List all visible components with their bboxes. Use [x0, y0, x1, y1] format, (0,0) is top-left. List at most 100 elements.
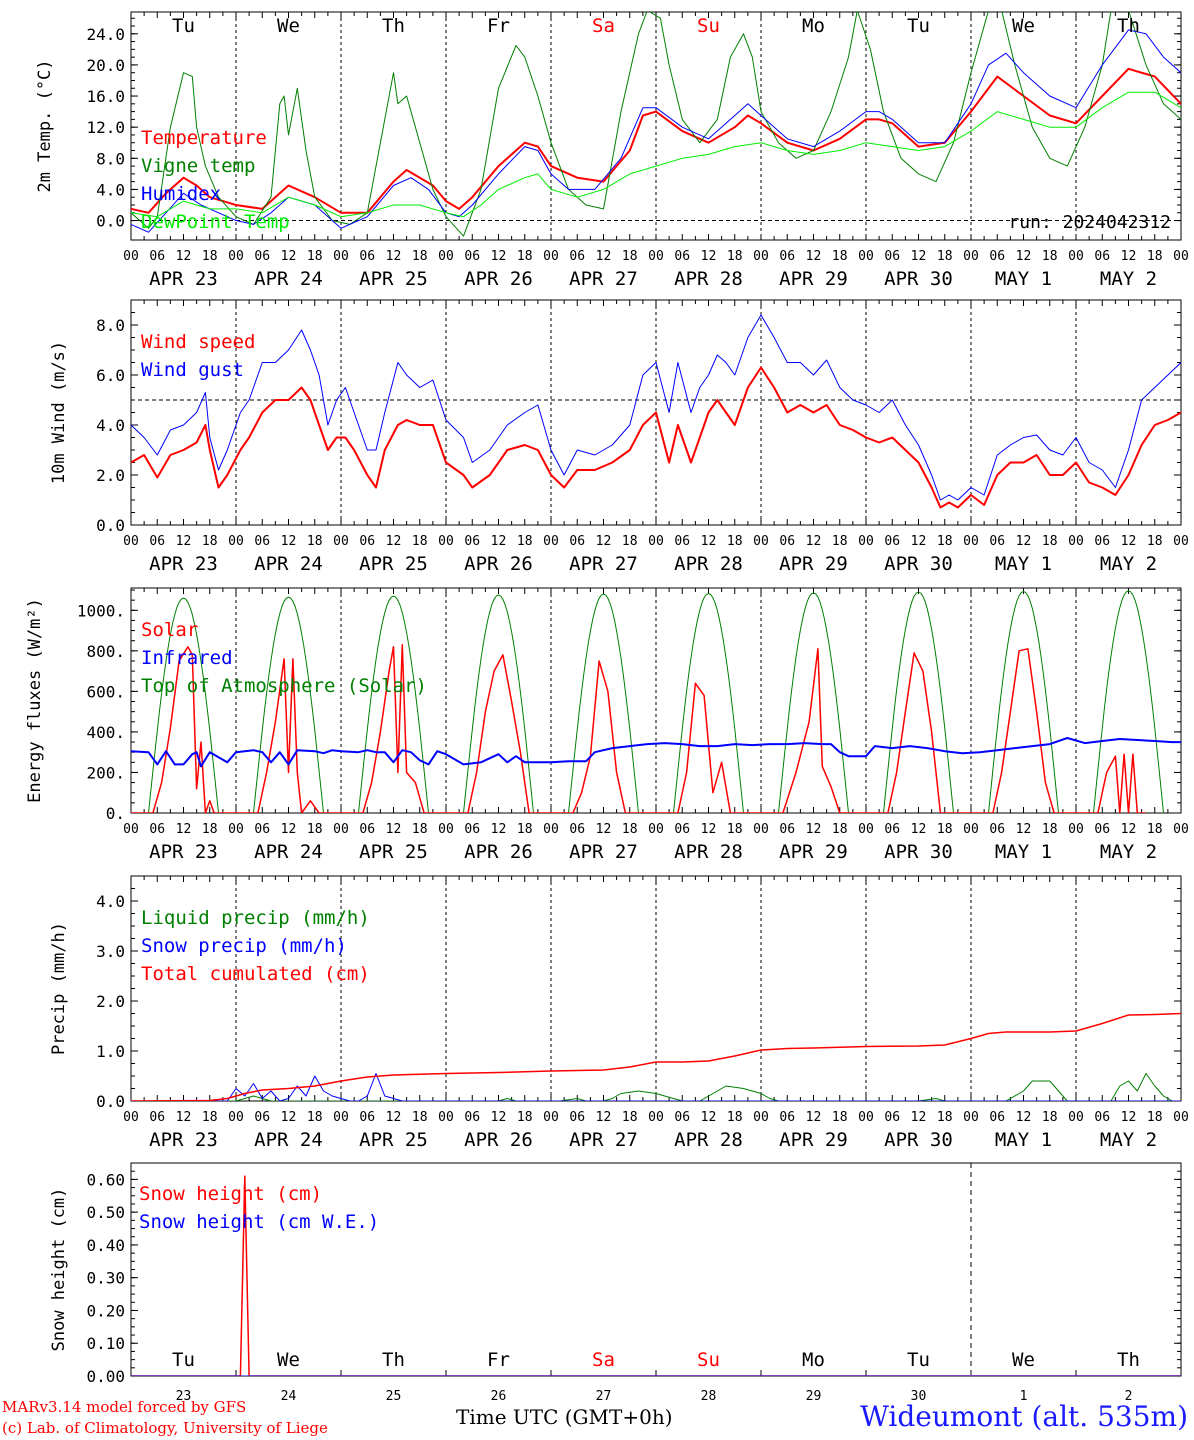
day-number-label: 26: [491, 1389, 507, 1404]
hour-tick-label: 12: [701, 534, 717, 549]
date-label: APR 29: [779, 1129, 848, 1151]
weekday-label: Tu: [907, 15, 930, 37]
hour-tick-label: 00: [333, 534, 349, 549]
hour-tick-label: 00: [858, 534, 874, 549]
day-number-label: 1: [1020, 1389, 1028, 1404]
y-tick-label: 12.0: [86, 118, 125, 137]
date-label: APR 28: [674, 268, 743, 290]
hour-tick-label: 00: [1068, 822, 1084, 837]
hour-tick-label: 06: [674, 1110, 690, 1125]
hour-tick-label: 00: [228, 1110, 244, 1125]
legend-entry: Vigne temp: [141, 155, 255, 177]
hour-tick-label: 12: [1121, 534, 1137, 549]
hour-tick-label: 00: [543, 249, 559, 264]
legend-entry: Humidex: [141, 183, 221, 205]
hour-tick-label: 18: [727, 1110, 743, 1125]
weekday-label: Tu: [172, 1349, 195, 1371]
weekday-label: Fr: [487, 15, 510, 37]
legend-entry: Top of Atmosphere (Solar): [141, 675, 427, 697]
weekday-label: Th: [382, 15, 405, 37]
hour-tick-label: 06: [989, 822, 1005, 837]
hour-tick-label: 12: [176, 249, 192, 264]
series-line-snow-precip-mm-h-: [131, 1073, 1181, 1101]
hour-tick-label: 12: [1016, 249, 1032, 264]
y-tick-label: 4.0: [96, 416, 125, 435]
hour-tick-label: 00: [543, 1110, 559, 1125]
series-line-temperature: [131, 67, 1181, 214]
hour-tick-label: 00: [438, 1110, 454, 1125]
hour-tick-label: 18: [412, 1110, 428, 1125]
date-label: APR 23: [149, 841, 218, 863]
y-tick-label: 0.10: [86, 1334, 125, 1353]
hour-tick-label: 06: [569, 1110, 585, 1125]
hour-tick-label: 06: [884, 249, 900, 264]
hour-tick-label: 00: [1173, 1110, 1189, 1125]
hour-tick-label: 12: [491, 1110, 507, 1125]
date-label: APR 24: [254, 268, 323, 290]
hour-tick-label: 12: [701, 1110, 717, 1125]
series-line-total-cumulated-cm-: [131, 1012, 1181, 1101]
panel-precip: 0.0 1.0 2.0 3.0 4.0 Precip (mm/h) Liquid preci…: [49, 875, 1189, 1151]
hour-tick-label: 00: [648, 249, 664, 264]
hour-tick-label: 00: [1173, 822, 1189, 837]
hour-tick-label: 06: [989, 249, 1005, 264]
y-axis-title: Snow height (cm): [49, 1188, 69, 1352]
hour-tick-label: 12: [386, 822, 402, 837]
day-number-label: 29: [806, 1389, 822, 1404]
hour-tick-label: 18: [1147, 1110, 1163, 1125]
date-label: APR 27: [569, 1129, 638, 1151]
date-label: MAY 1: [995, 553, 1052, 575]
weekday-label: Sa: [592, 1349, 615, 1371]
weekday-label: We: [277, 1349, 300, 1371]
hour-tick-label: 18: [517, 534, 533, 549]
hour-tick-label: 18: [832, 534, 848, 549]
hour-tick-label: 00: [228, 534, 244, 549]
date-label: APR 28: [674, 1129, 743, 1151]
date-label: APR 29: [779, 268, 848, 290]
series-group: [131, 314, 1181, 509]
hour-tick-label: 18: [202, 249, 218, 264]
y-tick-label: 20.0: [86, 56, 125, 75]
hour-tick-label: 00: [228, 822, 244, 837]
hour-tick-label: 12: [1016, 534, 1032, 549]
date-label: APR 24: [254, 1129, 323, 1151]
y-tick-label: 400.: [86, 723, 125, 742]
hour-tick-label: 06: [1094, 822, 1110, 837]
date-label: APR 23: [149, 268, 218, 290]
series-group: [131, 590, 1181, 813]
hour-tick-label: 00: [123, 249, 139, 264]
series-line-dewpoint-temp: [131, 91, 1181, 218]
weekday-label: Sa: [592, 15, 615, 37]
weekday-label: Th: [382, 1349, 405, 1371]
hour-tick-label: 12: [1121, 1110, 1137, 1125]
hour-tick-label: 12: [596, 822, 612, 837]
hour-tick-label: 06: [464, 249, 480, 264]
hour-tick-label: 06: [359, 822, 375, 837]
hour-tick-label: 12: [1121, 822, 1137, 837]
hour-tick-label: 12: [1016, 1110, 1032, 1125]
hour-tick-label: 06: [254, 534, 270, 549]
date-label: APR 23: [149, 553, 218, 575]
hour-tick-label: 18: [937, 1110, 953, 1125]
y-tick-label: 4.0: [96, 180, 125, 199]
hour-tick-label: 06: [1094, 534, 1110, 549]
hour-tick-label: 12: [1016, 822, 1032, 837]
y-tick-label: 4.0: [96, 892, 125, 911]
hour-tick-label: 06: [674, 822, 690, 837]
hour-tick-label: 00: [963, 1110, 979, 1125]
hour-tick-label: 12: [911, 822, 927, 837]
legend-entry: DewPoint Temp: [141, 211, 290, 233]
time-axis-label: Time UTC (GMT+0h): [456, 1405, 673, 1429]
y-tick-label: 1.0: [96, 1042, 125, 1061]
y-tick-label: 200.: [86, 763, 125, 782]
hour-tick-label: 00: [123, 1110, 139, 1125]
hour-tick-label: 18: [1042, 822, 1058, 837]
y-tick-label: 6.0: [96, 366, 125, 385]
hour-tick-label: 12: [176, 822, 192, 837]
hour-tick-label: 12: [1121, 249, 1137, 264]
y-tick-label: 3.0: [96, 942, 125, 961]
hour-tick-label: 18: [1147, 822, 1163, 837]
hour-tick-label: 00: [648, 1110, 664, 1125]
weekday-label: Th: [1117, 1349, 1140, 1371]
